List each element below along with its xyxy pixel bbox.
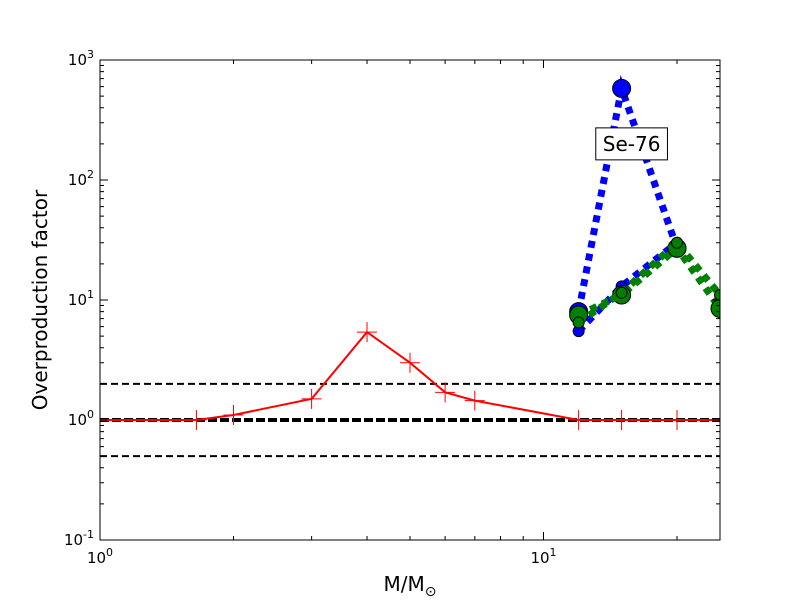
tick-exponent: 1 [87,288,94,301]
data-point [435,382,456,403]
series-layer [100,74,720,430]
data-point [714,289,720,302]
x-tick-label-1: 101 [530,546,556,567]
data-point [612,78,632,98]
data-point [400,352,420,373]
data-point [667,410,688,430]
tick-base: 10 [68,411,87,429]
tick-exponent: 0 [87,408,94,421]
data-point [301,388,322,409]
data-point [710,298,720,318]
annotation-box [595,127,668,161]
tick-base: 10 [87,549,106,567]
x-axis-label-main: M/M [384,572,425,596]
data-point [568,410,589,430]
x-tick-label-0: 100 [87,546,113,567]
data-point [223,405,244,426]
tick-base: 10 [530,549,549,567]
data-point [464,390,485,411]
tick-base: 10 [64,531,83,549]
y-tick-label-0: 10-1 [64,528,94,549]
series-line-2 [576,239,680,334]
y-tick-label-2: 101 [68,288,94,309]
series-line-4 [576,237,720,326]
tick-base: 10 [68,171,87,189]
y-tick-label-1: 100 [68,408,94,429]
x-axis-label: M/M⊙ [384,572,437,600]
series-0 [100,322,720,430]
y-tick-label-4: 103 [68,48,94,69]
y-axis-label: Overproduction factor [28,189,52,410]
tick-exponent: 1 [550,546,557,559]
series-4 [572,236,720,329]
data-point [357,322,378,343]
tick-exponent: -1 [83,528,94,541]
annotation-text: Se-76 [603,132,661,156]
tick-base: 10 [68,291,87,309]
series-line-3 [577,243,720,319]
data-point [615,286,628,299]
data-point [572,316,585,329]
annotations: Se-76 [595,127,668,161]
x-axis-label-sub: ⊙ [425,584,437,600]
data-point [671,236,684,249]
tick-exponent: 2 [87,168,94,181]
data-point [611,410,632,430]
tick-exponent: 0 [106,546,113,559]
data-point [186,410,207,430]
tick-exponent: 3 [87,48,94,61]
y-tick-label-3: 102 [68,168,94,189]
annotation-0: Se-76 [595,127,668,161]
tick-base: 10 [68,51,87,69]
